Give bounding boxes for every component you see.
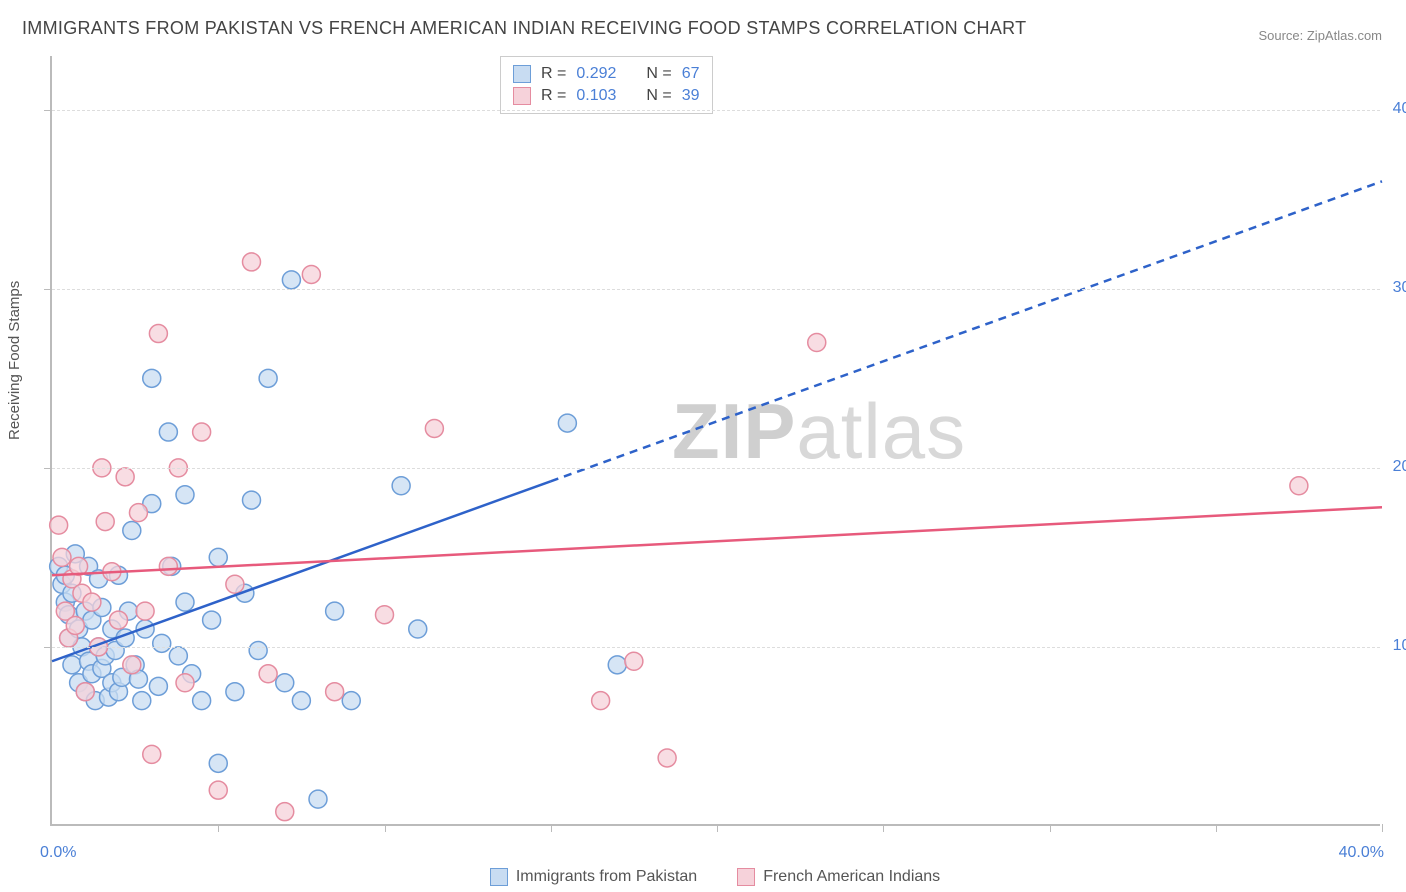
x-tick xyxy=(883,824,884,832)
legend-n-label-1: N = xyxy=(646,87,671,105)
legend-row-0: R = 0.292 N = 67 xyxy=(513,63,700,85)
source-text: Source: ZipAtlas.com xyxy=(1258,28,1382,43)
legend-label-0: Immigrants from Pakistan xyxy=(516,868,697,886)
x-axis-max-label: 40.0% xyxy=(1339,844,1384,862)
x-tick xyxy=(1050,824,1051,832)
y-tick xyxy=(44,468,52,469)
x-tick xyxy=(385,824,386,832)
legend-n-value-0: 67 xyxy=(682,65,700,83)
legend-swatch-bottom-0 xyxy=(490,868,508,886)
legend-swatch-0 xyxy=(513,65,531,83)
y-tick xyxy=(44,110,52,111)
legend-item-0: Immigrants from Pakistan xyxy=(490,868,697,886)
chart-title: IMMIGRANTS FROM PAKISTAN VS FRENCH AMERI… xyxy=(22,18,1026,39)
legend-item-1: French American Indians xyxy=(737,868,940,886)
legend-n-value-1: 39 xyxy=(682,87,700,105)
legend-r-label-0: R = xyxy=(541,65,566,83)
legend-r-value-0: 0.292 xyxy=(576,65,616,83)
x-axis-min-label: 0.0% xyxy=(40,844,76,862)
y-axis-label: Receiving Food Stamps xyxy=(6,281,23,440)
x-tick xyxy=(1382,824,1383,832)
plot-svg xyxy=(52,56,1380,824)
y-tick xyxy=(44,289,52,290)
legend-correlation: R = 0.292 N = 67 R = 0.103 N = 39 xyxy=(500,56,713,114)
gridline xyxy=(52,289,1380,290)
gridline xyxy=(52,110,1380,111)
x-tick xyxy=(218,824,219,832)
y-tick-label: 40.0% xyxy=(1393,100,1406,118)
legend-label-1: French American Indians xyxy=(763,868,940,886)
legend-row-1: R = 0.103 N = 39 xyxy=(513,85,700,107)
legend-r-label-1: R = xyxy=(541,87,566,105)
y-tick-label: 20.0% xyxy=(1393,458,1406,476)
gridline xyxy=(52,647,1380,648)
legend-n-label-0: N = xyxy=(646,65,671,83)
y-tick-label: 10.0% xyxy=(1393,637,1406,655)
legend-swatch-1 xyxy=(513,87,531,105)
y-tick xyxy=(44,647,52,648)
legend-swatch-bottom-1 xyxy=(737,868,755,886)
x-tick xyxy=(717,824,718,832)
x-tick xyxy=(551,824,552,832)
legend-r-value-1: 0.103 xyxy=(576,87,616,105)
x-tick xyxy=(1216,824,1217,832)
legend-series: Immigrants from Pakistan French American… xyxy=(50,868,1380,886)
gridline xyxy=(52,468,1380,469)
y-tick-label: 30.0% xyxy=(1393,279,1406,297)
chart-plot-area: ZIPatlas R = 0.292 N = 67 R = 0.103 N = … xyxy=(50,56,1380,826)
